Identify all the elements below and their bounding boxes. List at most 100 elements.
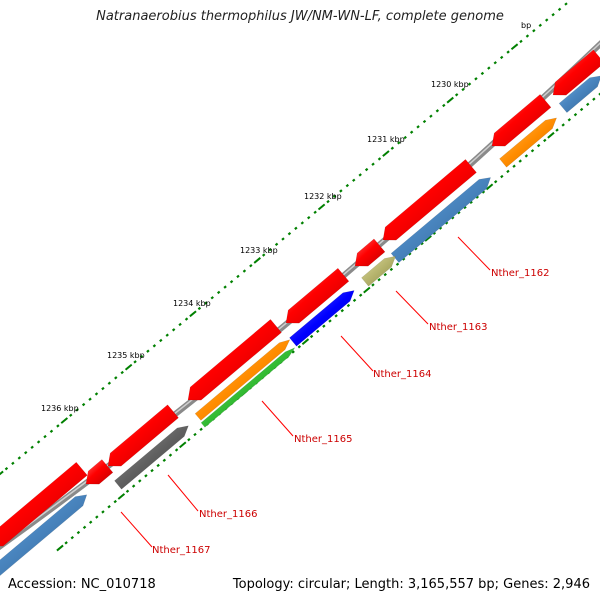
leader-1162 [457, 236, 491, 271]
inner-ring-minor-tick [340, 309, 344, 313]
outer-ring-minor-tick [88, 397, 92, 401]
outer-ring-major-tick [0, 470, 4, 476]
outer-ring-minor-tick [480, 71, 485, 76]
leader-1166 [167, 474, 199, 512]
outer-ring-minor-tick [81, 402, 86, 407]
tick-labels: 1230 kbp 1231 kbp 1232 kbp 1233 kbp 1234… [41, 21, 531, 413]
outer-ring-minor-tick [474, 77, 478, 81]
forward-gene-arrow [354, 238, 386, 267]
outer-ring-minor-tick [178, 322, 182, 327]
leader-1163 [395, 290, 429, 325]
outer-ring-minor-tick [75, 408, 79, 412]
tick-label-1235: 1235 kbp [107, 351, 145, 360]
outer-ring-minor-tick [300, 221, 304, 225]
outer-ring-minor-tick [525, 34, 530, 38]
leader-1165 [261, 400, 294, 437]
inner-ring-minor-tick [358, 293, 363, 297]
outer-ring-minor-tick [281, 237, 285, 241]
outer-ring-minor-tick [442, 103, 446, 108]
inner-ring-minor-tick [401, 257, 406, 261]
inner-ring-minor-tick [408, 252, 412, 256]
inner-ring-minor-tick [199, 427, 203, 432]
outer-ring-minor-tick [159, 338, 163, 343]
inner-ring-minor-tick [524, 154, 529, 158]
outer-ring-minor-tick [493, 61, 497, 65]
inner-ring-minor-tick [309, 334, 314, 339]
outer-ring-minor-tick [216, 290, 221, 295]
gene-label-1165: Nther_1165 [294, 434, 352, 445]
outer-ring-minor-tick [287, 231, 292, 236]
outer-ring-minor-tick [545, 18, 549, 22]
outer-ring-major-tick [60, 417, 69, 424]
forward-gene-arrow [382, 159, 477, 241]
inner-ring-major-tick [485, 183, 494, 191]
outer-ring-minor-tick [371, 162, 375, 166]
outer-ring-minor-tick [30, 445, 34, 449]
outer-ring-minor-tick [43, 434, 47, 439]
feature-bar-blue [289, 290, 355, 347]
outer-ring-minor-tick [152, 344, 157, 348]
tick-label-1236: 1236 kbp [41, 404, 79, 413]
inner-ring-minor-tick [64, 541, 68, 545]
inner-ring-major-tick [179, 441, 187, 449]
accession-label: Accession: NC_010718 [8, 577, 156, 592]
outer-ring-minor-tick [377, 157, 382, 161]
genome-summary: Topology: circular; Length: 3,165,557 bp… [232, 577, 590, 592]
outer-ring-minor-tick [352, 178, 356, 182]
inner-ring-minor-tick [297, 345, 302, 349]
outer-ring-minor-tick [467, 82, 472, 86]
outer-ring-minor-tick [307, 215, 311, 220]
genome-title: Natranaerobius thermophilus JW/NM-WN-LF,… [96, 9, 504, 24]
inner-ring-minor-tick [107, 505, 111, 509]
outer-ring-minor-tick [249, 264, 253, 268]
outer-ring-minor-tick [416, 125, 420, 129]
inner-ring-minor-tick [168, 453, 173, 457]
outer-ring-minor-tick [339, 189, 343, 193]
inner-ring-minor-tick [414, 247, 418, 251]
inner-ring-minor-tick [377, 278, 381, 282]
outer-ring-major-tick [189, 310, 197, 318]
inner-ring-minor-tick [389, 267, 394, 272]
feature-bar-orange [499, 117, 558, 168]
inner-ring-minor-tick [420, 241, 424, 246]
inner-ring-minor-tick [586, 102, 590, 106]
tick-label-1230: 1230 kbp [431, 80, 469, 89]
leader-1167 [120, 511, 153, 548]
outer-ring-minor-tick [229, 280, 234, 284]
outer-ring-minor-tick [94, 392, 99, 396]
inner-ring-minor-tick [536, 143, 541, 148]
inner-ring-minor-tick [463, 205, 467, 210]
tick-label-1234: 1234 kbp [173, 299, 211, 308]
inner-ring-minor-tick [156, 463, 160, 468]
outer-ring-minor-tick [326, 199, 330, 204]
gene-label-leaders [120, 236, 491, 548]
outer-ring-minor-tick [210, 296, 214, 300]
outer-ring-major-tick [510, 43, 519, 51]
feature-bar-orange [194, 339, 291, 421]
inner-ring-minor-tick [457, 210, 461, 215]
inner-ring-minor-tick [598, 92, 600, 96]
feature-bar-gray [114, 425, 189, 490]
feature-bar-green [200, 347, 296, 428]
inner-ring-major-tick [56, 544, 64, 552]
gene-label-1166: Nther_1166 [199, 509, 257, 520]
outer-ring-minor-tick [184, 317, 189, 321]
tick-label-1231: 1231 kbp [367, 135, 405, 144]
inner-ring-minor-tick [76, 530, 81, 535]
outer-ring-minor-tick [454, 93, 459, 97]
inner-ring-minor-tick [131, 484, 136, 488]
gene-label-1164: Nther_1164 [373, 369, 431, 380]
outer-ring-minor-tick [345, 183, 350, 188]
forward-gene-arrow [491, 94, 552, 147]
inner-ring-minor-tick [444, 221, 449, 225]
inner-ring-minor-tick [174, 448, 179, 452]
outer-ring-minor-tick [409, 130, 414, 134]
inner-ring-minor-tick [518, 159, 522, 163]
outer-ring-minor-tick [165, 333, 169, 337]
outer-ring-minor-tick [564, 2, 568, 6]
outer-ring-minor-tick [56, 424, 60, 428]
inner-ring-major-tick [424, 235, 432, 242]
gene-labels: Nther_1162 Nther_1163 Nther_1164 Nther_1… [152, 268, 549, 556]
outer-ring-minor-tick [532, 29, 536, 33]
gene-label-1167: Nther_1167 [152, 545, 210, 556]
